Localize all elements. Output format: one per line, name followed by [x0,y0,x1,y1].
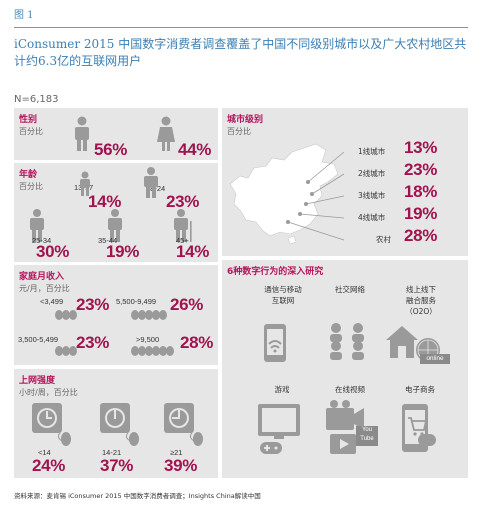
city-tier-value-3: 18% [404,182,438,201]
city-tier-value-2: 23% [404,160,438,179]
income-title: 家庭月收入 [19,272,65,282]
behaviors-title: 6种数字行为的深入研究 [227,267,324,277]
male-icon [75,116,89,151]
teen-icon [80,171,90,196]
income-unit: 元/月，百分比 [19,284,70,293]
youtube-badge: You Tube [356,426,378,446]
income-label-3: 3,500-5,499 [18,335,59,344]
female-value: 44% [178,140,212,159]
behavior-label-mobile: 通信与移动 互联网 [264,285,302,305]
clock-mouse-icon [164,403,203,446]
city-tier-value-4: 19% [404,204,438,223]
china-map-icon [229,143,345,245]
income-value-4: 28% [180,333,214,352]
internet-label-2: 14-21 [102,448,122,457]
coins-icon [55,346,77,356]
city-tier-label-2: 2线城市 [358,169,386,178]
gender-unit: 百分比 [19,127,43,136]
behavior-label-ecommerce: 电子商务 [405,385,435,394]
mobile-wifi-icon [264,324,286,362]
age-value-45-plus: 14% [176,242,210,261]
city-unit: 百分比 [227,127,251,136]
ecommerce-phone-icon [402,404,436,452]
clock-mouse-icon [32,403,71,446]
internet-panel: 上网强度 小时/周，百分比 <14 24% 14-21 37% ≥21 39% [14,369,218,478]
income-label-1: <3,499 [40,297,64,306]
income-label-2: 5,500-9,499 [116,297,157,306]
behavior-label-games: 游戏 [274,385,290,394]
clock-mouse-icon [100,403,139,446]
source-note: 资料来源：麦肯锡 iConsumer 2015 中国数字消费者调查；Insigh… [14,492,261,500]
city-tier-label-3: 3线城市 [358,191,386,200]
behaviors-panel: 6种数字行为的深入研究 通信与移动 互联网 社交网络 线上线下 融合服务 （O2… [222,260,468,478]
income-panel: 家庭月收入 元/月，百分比 <3,499 23% 5,500-9,499 26%… [14,265,218,365]
internet-value-2: 37% [100,456,134,475]
age-label-25-34: 25-34 [32,236,52,245]
gender-title: 性别 [19,115,38,125]
age-value-13-17: 14% [88,192,122,211]
income-label-4: >9,500 [136,335,160,344]
city-title: 城市级别 [227,115,264,125]
internet-unit: 小时/周，百分比 [19,388,78,397]
city-tier-value-1: 13% [404,138,438,157]
online-badge: online [420,354,450,364]
city-tier-label-5: 农村 [376,235,391,244]
behavior-label-video: 在线视频 [335,385,365,394]
age-value-25-34: 30% [36,242,70,261]
middle-age-icon [108,209,122,242]
female-icon [157,116,175,151]
age-label-45-plus: 45+ [176,236,189,245]
city-panel: 城市级别 百分比 1线城市 13% 2线城市 23% 3线城市 18% 4线城市… [222,108,468,256]
behavior-label-social: 社交网络 [335,285,365,294]
coins-icon [55,310,77,320]
city-tier-label-4: 4线城市 [358,213,386,222]
age-unit: 百分比 [19,182,43,191]
social-network-icon [330,323,364,360]
city-tier-value-5: 28% [404,226,438,245]
age-panel: 年龄 百分比 13-17 14% 18-24 23% 25-34 30% 35-… [14,163,218,262]
age-title: 年龄 [19,170,38,180]
senior-icon [174,209,192,242]
internet-value-3: 39% [164,456,198,475]
young-adult-icon [144,167,158,198]
income-value-2: 26% [170,295,204,314]
internet-value-1: 24% [32,456,66,475]
city-tier-label-1: 1线城市 [358,147,386,156]
adult-icon [30,209,44,242]
sample-size: N=6,183 [14,94,59,105]
age-label-35-44: 35-44 [98,236,118,245]
male-value: 56% [94,140,128,159]
internet-label-1: <14 [38,448,51,457]
coins-icon [131,346,174,356]
game-controller-icon [258,404,300,454]
video-icon [326,400,364,454]
internet-label-3: ≥21 [170,448,183,457]
age-value-35-44: 19% [106,242,140,261]
income-value-1: 23% [76,295,110,314]
internet-title: 上网强度 [19,376,56,386]
income-value-3: 23% [76,333,110,352]
page-title: iConsumer 2015 中国数字消费者调查覆盖了中国不同级别城市以及广大农… [14,37,467,68]
figure-label: 图 1 [14,10,34,21]
gender-panel: 性别 百分比 56% 44% [14,108,218,160]
title-rule [14,27,468,28]
behavior-label-o2o: 线上线下 融合服务 （O2O） [405,285,437,316]
age-value-18-24: 23% [166,192,200,211]
coins-icon [131,310,167,320]
